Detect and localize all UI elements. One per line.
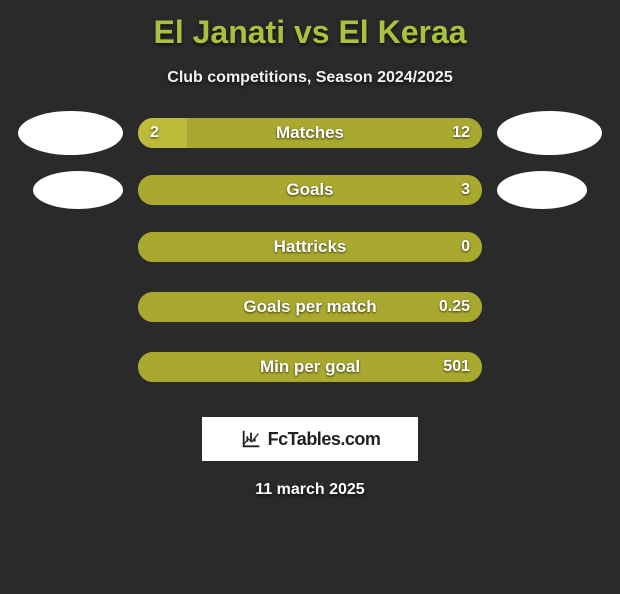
comparison-bar: Goals3 — [138, 175, 482, 205]
player-left-avatar — [33, 171, 123, 209]
avatar-spacer — [18, 345, 123, 389]
bar-value-right: 0.25 — [439, 292, 470, 322]
watermark: FcTables.com — [0, 417, 620, 461]
player-right-avatar — [497, 111, 602, 155]
bar-label: Matches — [138, 118, 482, 148]
chart-icon — [240, 428, 262, 450]
bar-label: Min per goal — [138, 352, 482, 382]
avatar-spacer — [497, 345, 602, 389]
bar-value-left: 2 — [150, 118, 159, 148]
stat-row: Hattricks0 — [0, 225, 620, 269]
bar-value-right: 501 — [443, 352, 470, 382]
comparison-bar: Hattricks0 — [138, 232, 482, 262]
bar-label: Hattricks — [138, 232, 482, 262]
avatar-spacer — [18, 285, 123, 329]
bar-label: Goals — [138, 175, 482, 205]
avatar-spacer — [497, 285, 602, 329]
avatar-spacer — [18, 225, 123, 269]
stat-row: Min per goal501 — [0, 345, 620, 389]
comparison-bar: Goals per match0.25 — [138, 292, 482, 322]
subtitle: Club competitions, Season 2024/2025 — [0, 69, 620, 87]
watermark-box: FcTables.com — [202, 417, 418, 461]
stat-row: Matches2 12 — [0, 111, 620, 155]
bar-value-right: 3 — [461, 175, 470, 205]
player-left-avatar — [18, 111, 123, 155]
bar-value-right: 12 — [452, 118, 470, 148]
date-label: 11 march 2025 — [0, 481, 620, 499]
bar-label: Goals per match — [138, 292, 482, 322]
stat-row: Goals3 — [0, 171, 620, 209]
avatar-spacer — [497, 225, 602, 269]
page-title: El Janati vs El Keraa — [0, 14, 620, 51]
bar-value-right: 0 — [461, 232, 470, 262]
comparison-bar: Min per goal501 — [138, 352, 482, 382]
stat-row: Goals per match0.25 — [0, 285, 620, 329]
player-right-avatar — [497, 171, 587, 209]
watermark-text: FcTables.com — [268, 429, 381, 450]
comparison-bar: Matches2 12 — [138, 118, 482, 148]
